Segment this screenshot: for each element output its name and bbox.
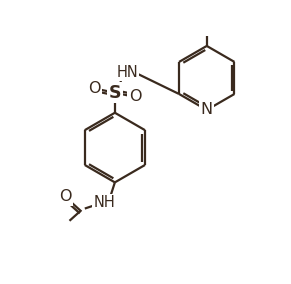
Text: O: O xyxy=(129,89,141,105)
Text: N: N xyxy=(201,103,213,118)
Text: HN: HN xyxy=(116,65,138,80)
Text: O: O xyxy=(88,81,101,96)
Text: O: O xyxy=(59,189,72,204)
Text: NH: NH xyxy=(93,195,115,210)
Text: S: S xyxy=(109,84,121,102)
